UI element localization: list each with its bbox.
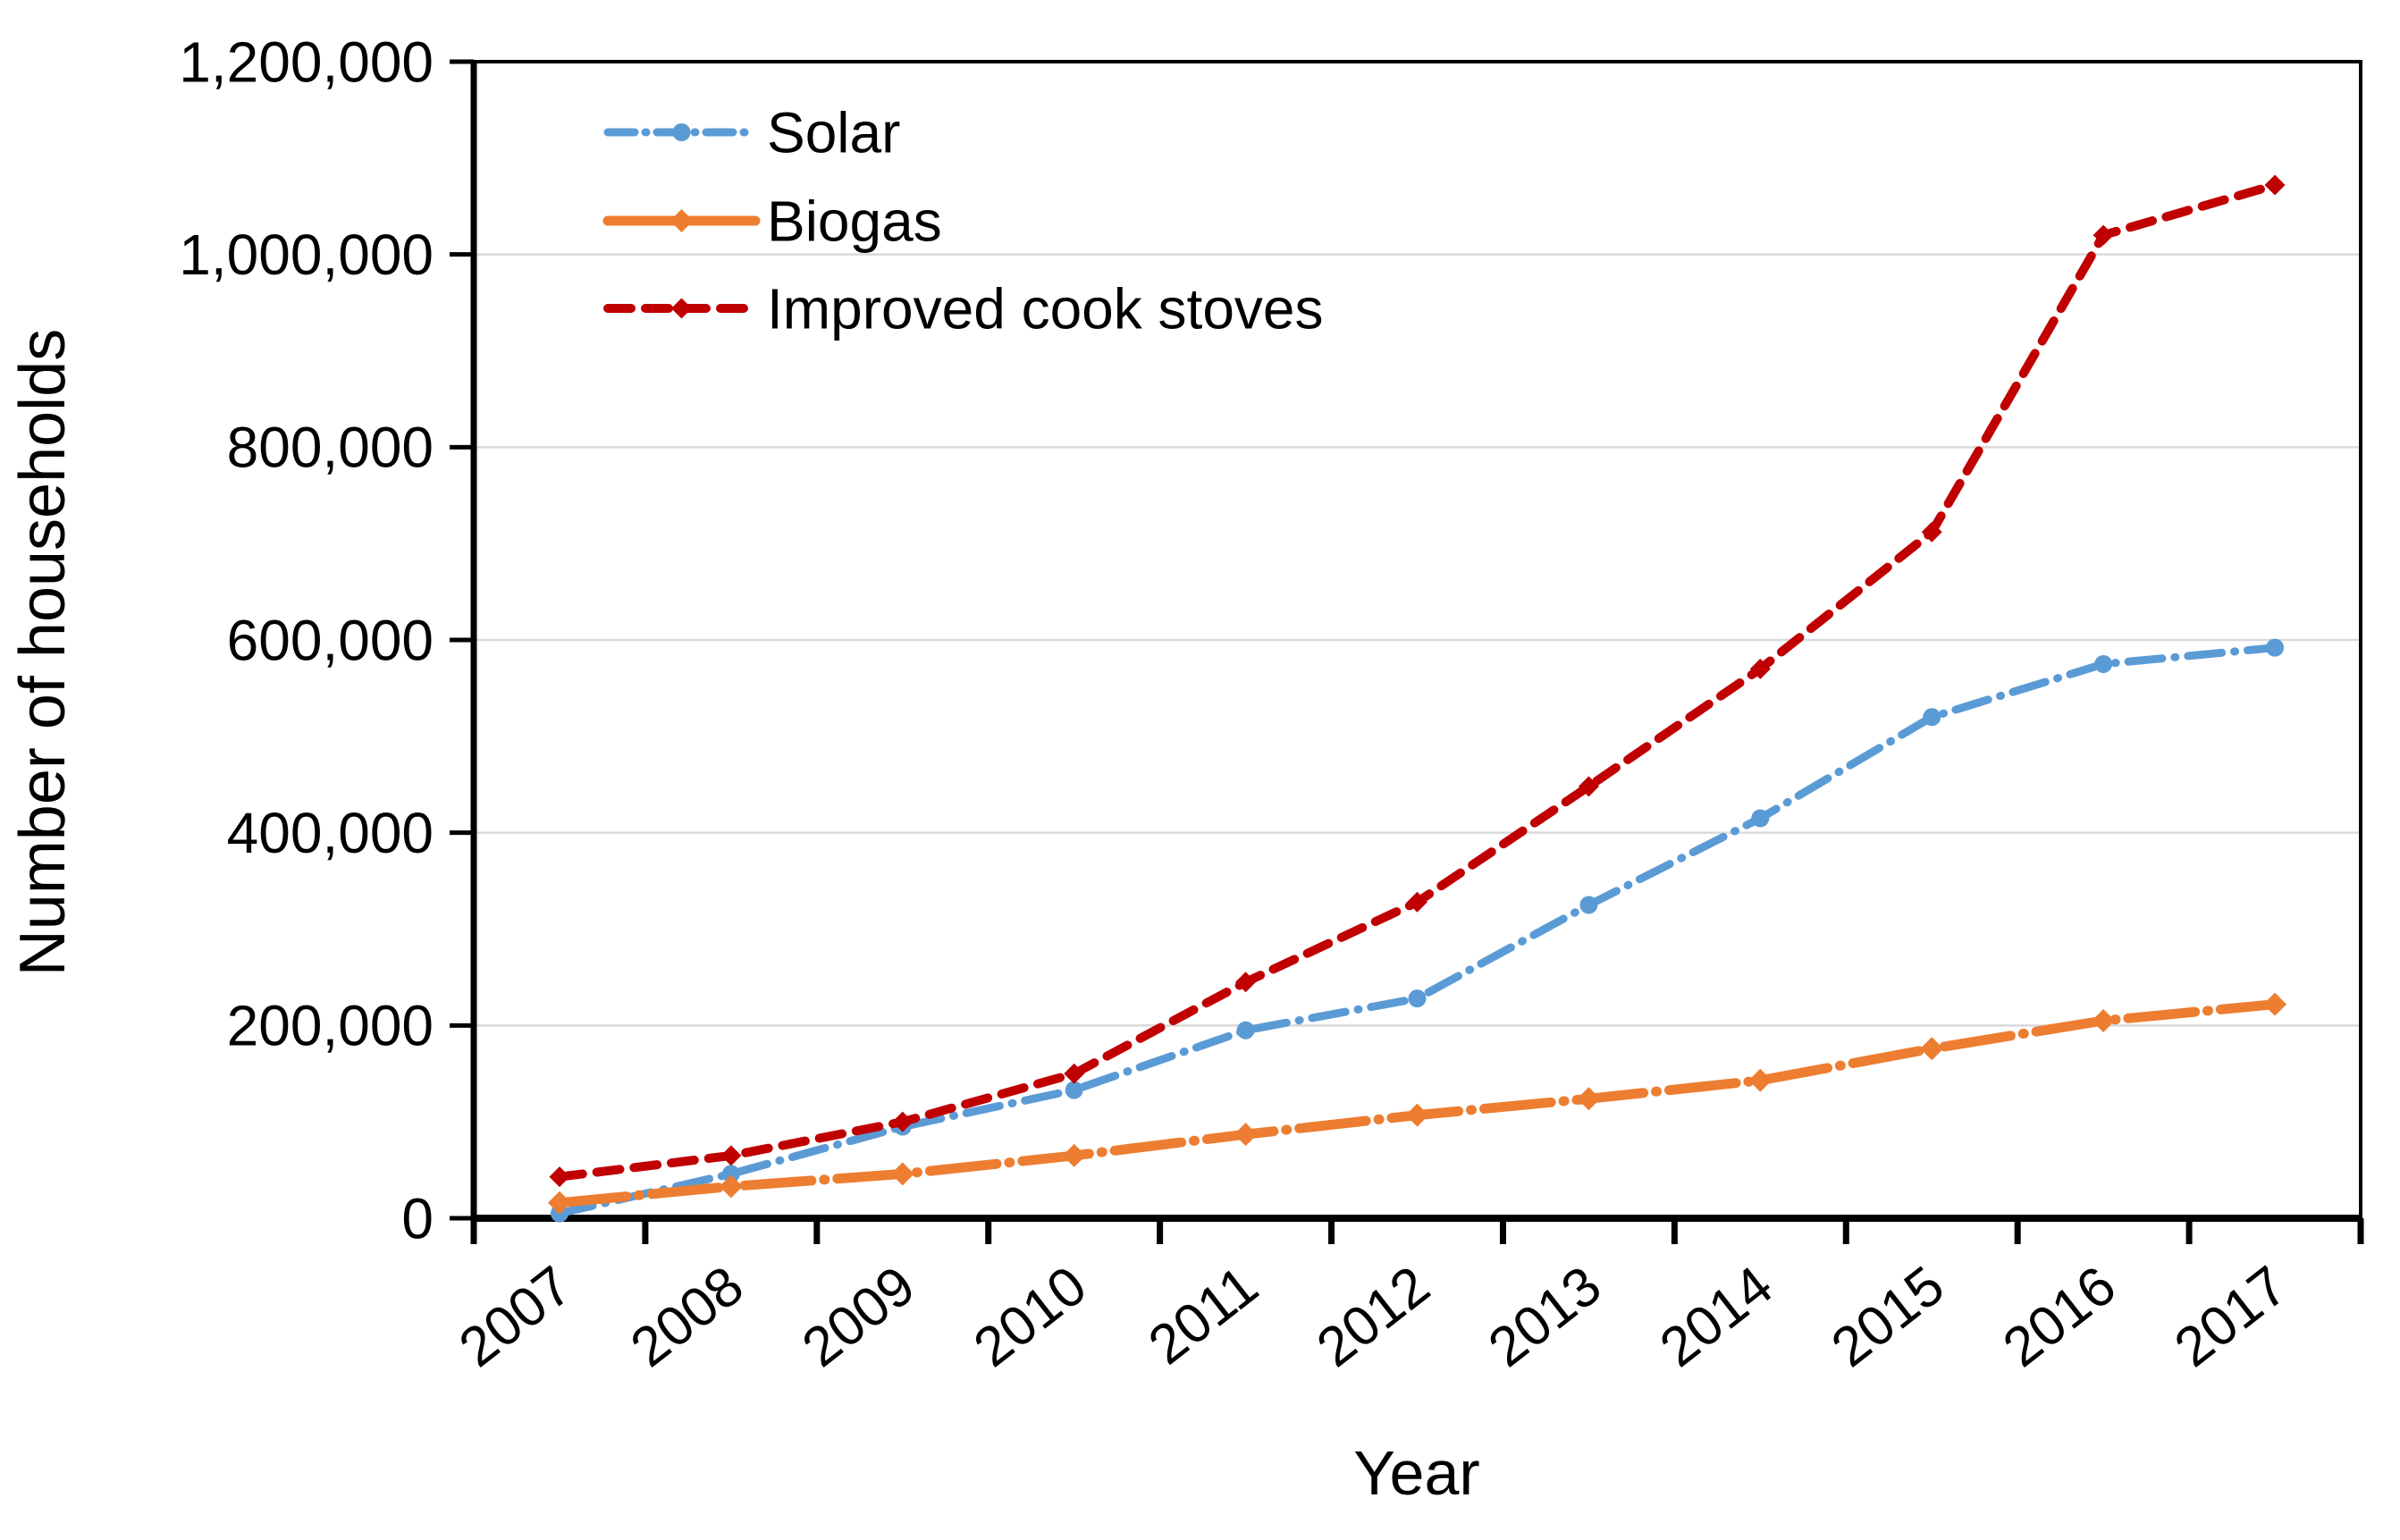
legend-marker: [669, 209, 694, 232]
marker-0-2015: [1923, 708, 1941, 727]
marker-1-2011: [1234, 1123, 1258, 1147]
legend-label-1: Biogas: [767, 189, 942, 253]
marker-2-2012: [1407, 891, 1427, 913]
marker-2-2016: [2093, 224, 2114, 246]
marker-1-2008: [719, 1174, 743, 1199]
marker-0-2008: [721, 1165, 740, 1183]
marker-0-2017: [2266, 638, 2285, 657]
marker-2-2009: [892, 1111, 914, 1132]
marker-2-2017: [2264, 174, 2286, 196]
y-tick-label: 200,000: [227, 994, 434, 1058]
y-tick-label: 0: [401, 1186, 434, 1250]
y-tick-label: 600,000: [227, 608, 434, 672]
marker-2-2008: [720, 1145, 742, 1166]
marker-2-2015: [1921, 521, 1942, 543]
x-tick-label: 2009: [791, 1255, 926, 1379]
legend-label-0: Solar: [767, 100, 900, 164]
marker-2-2010: [1064, 1063, 1085, 1084]
y-tick-label: 800,000: [227, 416, 434, 480]
x-tick-label: 2008: [619, 1255, 754, 1379]
x-tick-label: 2015: [1821, 1255, 1956, 1379]
marker-0-2010: [1065, 1081, 1083, 1099]
legend-marker: [671, 298, 692, 319]
x-tick-label: 2012: [1306, 1255, 1441, 1379]
marker-2-2007: [549, 1166, 570, 1188]
x-tick-label: 2010: [963, 1255, 1098, 1379]
y-tick-label: 400,000: [227, 801, 434, 865]
marker-1-2012: [1405, 1103, 1429, 1127]
marker-0-2013: [1579, 896, 1598, 914]
legend-label-2: Improved cook stoves: [767, 276, 1324, 341]
marker-1-2014: [1748, 1068, 1773, 1092]
series-line-0: [555, 644, 2279, 1218]
legend-item-2: Improved cook stoves: [603, 276, 1324, 341]
y-axis-title: Number of households: [7, 329, 79, 976]
x-tick-label: 2017: [2163, 1255, 2298, 1379]
marker-1-2016: [2092, 1008, 2116, 1032]
x-tick-label: 2014: [1649, 1255, 1784, 1379]
legend-item-1: Biogas: [602, 189, 942, 253]
marker-1-2013: [1577, 1087, 1601, 1111]
marker-1-2015: [1920, 1037, 1944, 1061]
x-tick-label: 2016: [1992, 1255, 2127, 1379]
marker-1-2009: [890, 1162, 914, 1186]
x-tick-label: 2011: [1138, 1255, 1270, 1376]
marker-0-2014: [1751, 809, 1770, 828]
marker-2-2013: [1578, 776, 1599, 797]
marker-1-2007: [547, 1191, 571, 1215]
marker-0-2011: [1236, 1021, 1255, 1039]
marker-1-2010: [1062, 1143, 1086, 1167]
x-tick-label: 2007: [448, 1255, 583, 1379]
legend-marker: [672, 123, 691, 141]
marker-0-2012: [1408, 989, 1427, 1008]
x-axis-title: Year: [1353, 1438, 1479, 1508]
marker-2-2011: [1235, 972, 1257, 993]
marker-2-2014: [1749, 658, 1771, 679]
x-tick-label: 2013: [1478, 1255, 1613, 1379]
y-tick-label: 1,000,000: [179, 223, 434, 287]
y-tick-label: 1,200,000: [179, 29, 434, 94]
legend-item-0: Solar: [603, 100, 900, 164]
marker-0-2016: [2094, 654, 2113, 673]
marker-1-2017: [2263, 992, 2287, 1016]
